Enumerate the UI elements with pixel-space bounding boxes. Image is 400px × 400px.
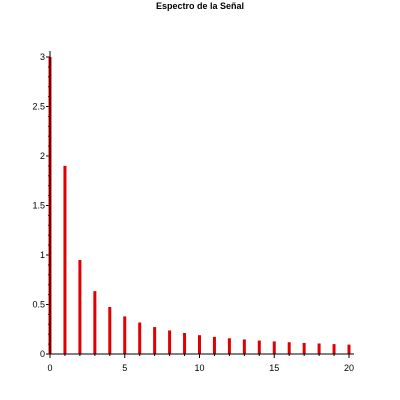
y-tick-label: 1.5 (32, 201, 45, 211)
y-tick-label: 2.5 (32, 102, 45, 112)
x-tick-label: 10 (194, 363, 204, 373)
y-tick-label: 1 (40, 250, 45, 260)
y-tick-label: 0 (40, 349, 45, 359)
y-tick-label: 2 (40, 151, 45, 161)
y-tick-label: 3 (40, 52, 45, 62)
x-tick-label: 20 (344, 363, 354, 373)
spectrum-spikes (48, 57, 351, 354)
y-tick-label: 0.5 (32, 300, 45, 310)
x-tick-label: 0 (47, 363, 52, 373)
y-axis-ticks: 0 0.5 1 1.5 2 2.5 3 (32, 52, 50, 359)
chart-title: Espectro de la Señal (156, 1, 244, 11)
x-tick-label: 15 (269, 363, 279, 373)
x-axis-ticks: 0 5 10 15 20 (47, 354, 354, 373)
x-tick-label: 5 (122, 363, 127, 373)
